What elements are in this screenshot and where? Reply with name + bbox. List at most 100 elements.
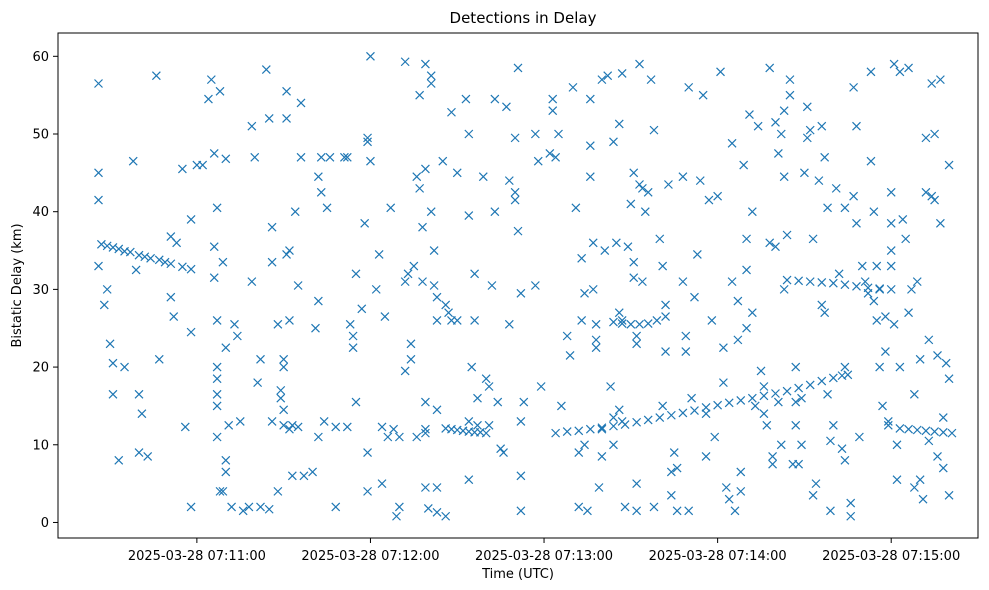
data-point (840, 455, 850, 465)
plot-frame (57, 32, 979, 539)
data-point (363, 486, 372, 496)
data-point (666, 410, 676, 420)
data-point (828, 373, 838, 383)
data-point (915, 475, 925, 485)
data-point (406, 354, 416, 364)
data-point (218, 257, 228, 267)
data-point (866, 156, 876, 166)
data-point (287, 420, 297, 430)
data-point (464, 475, 474, 485)
data-point (418, 277, 427, 287)
data-point (594, 483, 604, 492)
data-point (886, 246, 896, 255)
data-point (938, 427, 948, 437)
data-point (374, 249, 384, 259)
data-point (484, 382, 494, 391)
data-point (389, 424, 399, 434)
data-point (513, 226, 523, 236)
data-point (209, 273, 219, 283)
data-point (597, 451, 607, 461)
data-point (502, 102, 511, 112)
data-point (617, 417, 627, 426)
data-point (316, 152, 326, 162)
data-point (568, 82, 578, 92)
chart-title: Detections in Delay (450, 9, 597, 27)
data-point (154, 354, 164, 364)
data-point (933, 451, 942, 461)
data-point (915, 354, 925, 364)
data-point (565, 350, 575, 360)
data-point (293, 281, 303, 290)
data-point (530, 281, 540, 290)
data-point (947, 428, 957, 438)
data-point (713, 400, 723, 410)
data-point (313, 296, 323, 306)
data-point (762, 420, 772, 430)
data-point (597, 424, 607, 434)
data-point (773, 397, 783, 407)
data-point (204, 94, 213, 104)
data-point (643, 187, 653, 197)
data-point (212, 401, 222, 411)
x-tick-label: 2025-03-28 07:14:00 (649, 549, 787, 564)
data-point (487, 281, 497, 290)
data-point (646, 75, 656, 85)
data-point (921, 426, 931, 436)
data-point (791, 397, 801, 407)
data-point (554, 129, 563, 139)
data-point (322, 203, 332, 213)
data-point (672, 463, 682, 473)
data-point (817, 277, 827, 287)
data-point (849, 191, 859, 201)
data-point (473, 420, 482, 430)
data-point (768, 451, 778, 461)
data-point (623, 242, 633, 252)
data-point (823, 203, 832, 213)
data-point (206, 75, 216, 85)
data-point (921, 187, 931, 197)
data-point (186, 264, 196, 274)
data-point (626, 319, 636, 329)
data-point (438, 156, 448, 166)
data-point (866, 67, 876, 77)
data-point (609, 317, 618, 327)
data-point (690, 406, 699, 416)
data-point (733, 335, 743, 345)
data-point (551, 152, 561, 162)
data-point (820, 308, 830, 318)
data-point (883, 420, 893, 430)
data-point (464, 417, 474, 426)
data-point (403, 269, 413, 279)
data-point (316, 187, 326, 197)
data-point (727, 277, 737, 287)
data-point (907, 284, 916, 294)
data-point (632, 506, 642, 516)
data-point (331, 502, 341, 512)
data-point (221, 154, 231, 164)
data-point (681, 331, 691, 341)
data-point (247, 121, 257, 131)
data-point (768, 459, 778, 469)
data-point (108, 243, 118, 252)
data-point (415, 183, 425, 193)
data-point (794, 459, 804, 469)
data-point (137, 409, 147, 419)
data-point (817, 121, 827, 131)
data-point (499, 448, 508, 457)
data-point (880, 347, 890, 356)
data-point (400, 277, 410, 287)
data-point (209, 148, 219, 158)
data-point (808, 490, 818, 500)
data-point (186, 215, 196, 224)
data-point (426, 207, 436, 217)
data-point (658, 401, 668, 411)
data-point (635, 319, 644, 329)
data-point (585, 172, 595, 182)
data-point (826, 436, 835, 446)
data-point (513, 63, 523, 73)
data-point (276, 393, 286, 403)
data-point (363, 133, 372, 143)
data-point (102, 284, 112, 294)
data-point (345, 319, 355, 329)
data-point (120, 362, 129, 372)
